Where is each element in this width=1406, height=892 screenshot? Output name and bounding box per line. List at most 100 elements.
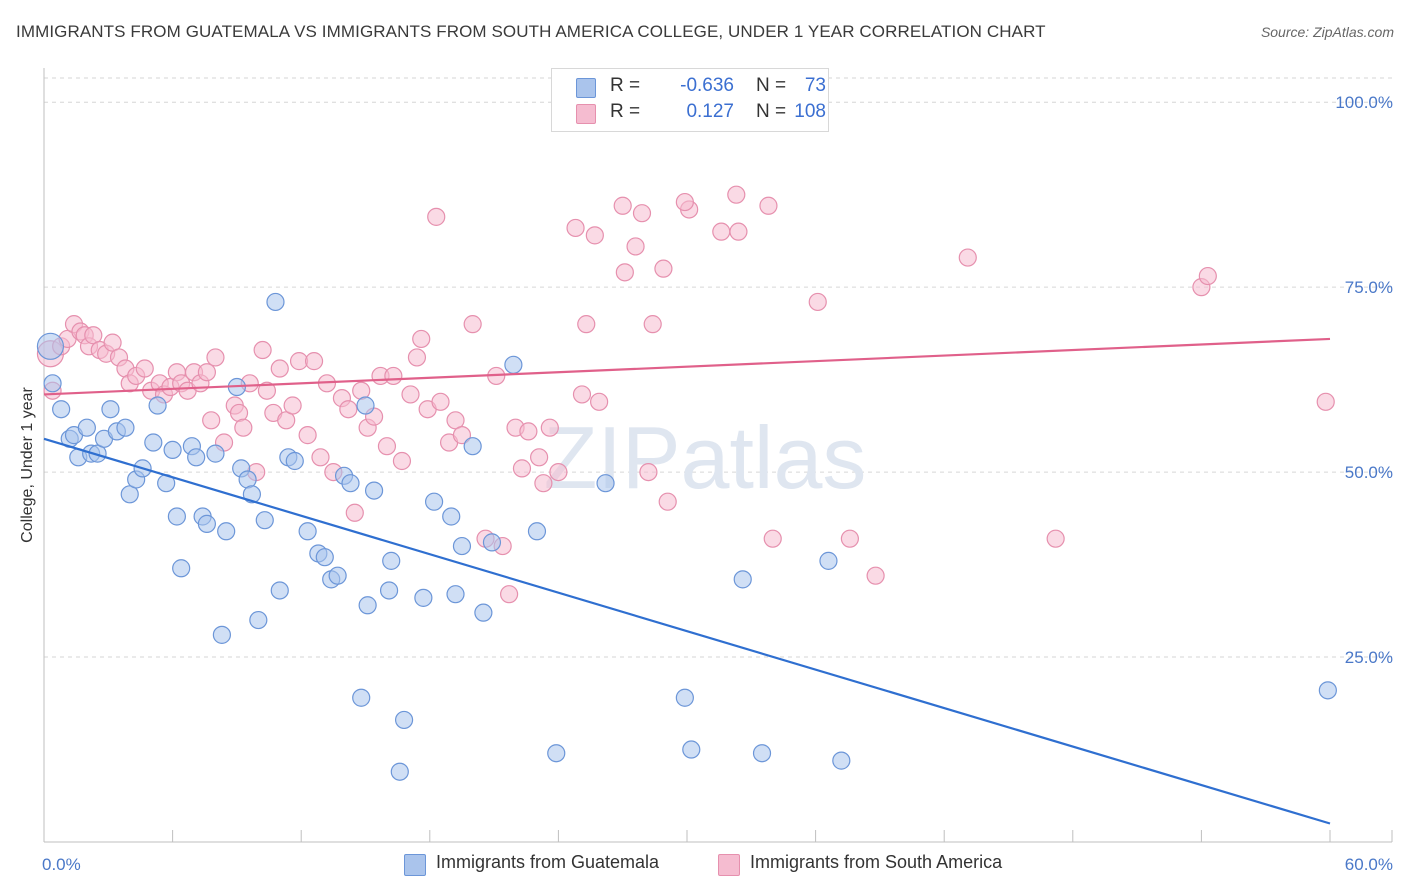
data-point-guatemala bbox=[43, 374, 62, 393]
data-point-south-america bbox=[643, 315, 662, 334]
data-point-guatemala bbox=[328, 566, 347, 585]
data-point-south-america bbox=[654, 259, 673, 278]
data-point-south-america bbox=[377, 437, 397, 456]
legend-n-value: 73 bbox=[804, 75, 826, 96]
data-point-south-america bbox=[384, 366, 403, 386]
x-tick-label: 60.0% bbox=[1345, 855, 1393, 874]
data-point-south-america bbox=[427, 207, 446, 226]
data-point-south-america bbox=[577, 315, 596, 334]
data-point-guatemala bbox=[424, 492, 444, 511]
data-point-south-america bbox=[519, 422, 538, 441]
data-point-south-america bbox=[1198, 266, 1217, 286]
data-point-guatemala bbox=[187, 448, 206, 467]
data-point-guatemala bbox=[463, 437, 482, 456]
data-point-south-america bbox=[729, 222, 748, 241]
data-point-south-america bbox=[407, 348, 427, 367]
data-point-south-america bbox=[540, 418, 559, 437]
data-point-south-america bbox=[206, 348, 225, 367]
data-point-south-america bbox=[585, 226, 604, 245]
data-point-south-america bbox=[452, 426, 472, 445]
data-point-guatemala bbox=[298, 522, 317, 541]
data-point-guatemala bbox=[266, 292, 285, 312]
data-point-south-america bbox=[298, 426, 317, 445]
data-point-guatemala bbox=[212, 625, 231, 644]
data-point-guatemala bbox=[206, 444, 225, 463]
data-point-guatemala bbox=[116, 418, 135, 437]
data-point-guatemala bbox=[242, 485, 262, 504]
data-point-guatemala bbox=[504, 355, 523, 374]
correlation-legend: R = -0.636 N = 73 R = 0.127 N = 108 bbox=[551, 68, 829, 132]
data-point-south-america bbox=[257, 381, 277, 400]
data-point-guatemala bbox=[364, 481, 384, 500]
x-tick-label: 0.0% bbox=[42, 855, 81, 874]
bottom-legend-swatch-guatemala bbox=[404, 854, 426, 876]
data-point-guatemala bbox=[414, 588, 433, 607]
data-point-south-america bbox=[626, 237, 645, 256]
bottom-legend-label: Immigrants from Guatemala bbox=[436, 852, 660, 872]
data-point-south-america bbox=[197, 363, 216, 382]
data-point-south-america bbox=[866, 566, 885, 585]
data-point-south-america bbox=[613, 196, 632, 215]
data-point-guatemala bbox=[675, 688, 694, 707]
data-point-south-america bbox=[1316, 392, 1335, 411]
chart-source: Source: ZipAtlas.com bbox=[1260, 24, 1394, 40]
data-point-guatemala bbox=[352, 688, 371, 707]
legend-swatch-guatemala bbox=[576, 78, 596, 98]
y-tick-label: 50.0% bbox=[1345, 463, 1393, 482]
axes bbox=[43, 68, 1393, 843]
data-point-guatemala bbox=[832, 751, 851, 770]
data-point-south-america bbox=[412, 329, 431, 349]
data-point-south-america bbox=[339, 400, 358, 419]
data-point-south-america bbox=[401, 385, 420, 404]
data-point-guatemala bbox=[733, 570, 752, 589]
data-point-guatemala bbox=[446, 585, 465, 604]
data-point-guatemala bbox=[596, 474, 615, 493]
data-point-south-america bbox=[590, 392, 609, 411]
data-point-guatemala bbox=[270, 581, 289, 600]
data-point-guatemala bbox=[148, 396, 167, 415]
data-point-south-america bbox=[1046, 529, 1065, 548]
data-point-south-america bbox=[304, 352, 324, 371]
tick-labels: 25.0% 50.0% 75.0% 100.0% 0.0% 60.0% bbox=[42, 93, 1393, 874]
data-point-south-america bbox=[253, 340, 272, 360]
watermark: ZIPatlas bbox=[544, 408, 867, 507]
data-point-south-america bbox=[311, 448, 330, 467]
data-point-guatemala bbox=[144, 433, 163, 452]
data-point-guatemala bbox=[527, 522, 547, 541]
data-point-guatemala bbox=[249, 610, 268, 630]
chart-title: IMMIGRANTS FROM GUATEMALA VS IMMIGRANTS … bbox=[16, 22, 1046, 41]
data-point-south-america bbox=[572, 385, 592, 404]
data-point-south-america bbox=[958, 248, 977, 267]
series-guatemala bbox=[36, 292, 1337, 781]
data-point-south-america bbox=[712, 222, 731, 241]
data-point-guatemala bbox=[163, 440, 182, 460]
data-point-guatemala bbox=[482, 533, 502, 552]
data-point-guatemala bbox=[390, 762, 409, 781]
data-point-guatemala bbox=[452, 536, 472, 556]
data-point-south-america bbox=[500, 585, 519, 604]
data-point-guatemala bbox=[315, 548, 334, 567]
data-point-guatemala bbox=[172, 559, 191, 578]
data-point-guatemala bbox=[379, 581, 399, 600]
data-point-guatemala bbox=[682, 740, 701, 759]
data-point-south-america bbox=[759, 196, 778, 215]
bottom-legend-label: Immigrants from South America bbox=[750, 852, 1003, 872]
data-point-guatemala bbox=[1318, 681, 1337, 700]
legend-r-label: R = bbox=[610, 101, 641, 122]
legend-r-label: R = bbox=[610, 75, 641, 96]
data-point-south-america bbox=[392, 451, 412, 471]
data-point-south-america bbox=[270, 359, 289, 378]
data-point-south-america bbox=[632, 204, 652, 223]
data-point-south-america bbox=[840, 529, 859, 548]
data-point-south-america bbox=[658, 492, 677, 511]
data-point-guatemala bbox=[52, 400, 71, 419]
data-point-south-america bbox=[763, 529, 782, 548]
data-point-guatemala bbox=[36, 332, 65, 360]
data-point-south-america bbox=[615, 263, 634, 282]
y-axis-label: College, Under 1 year bbox=[19, 387, 36, 543]
legend-n-label: N = bbox=[756, 75, 787, 96]
data-point-guatemala bbox=[101, 400, 120, 419]
data-point-south-america bbox=[345, 503, 364, 522]
data-point-south-america bbox=[431, 392, 450, 411]
